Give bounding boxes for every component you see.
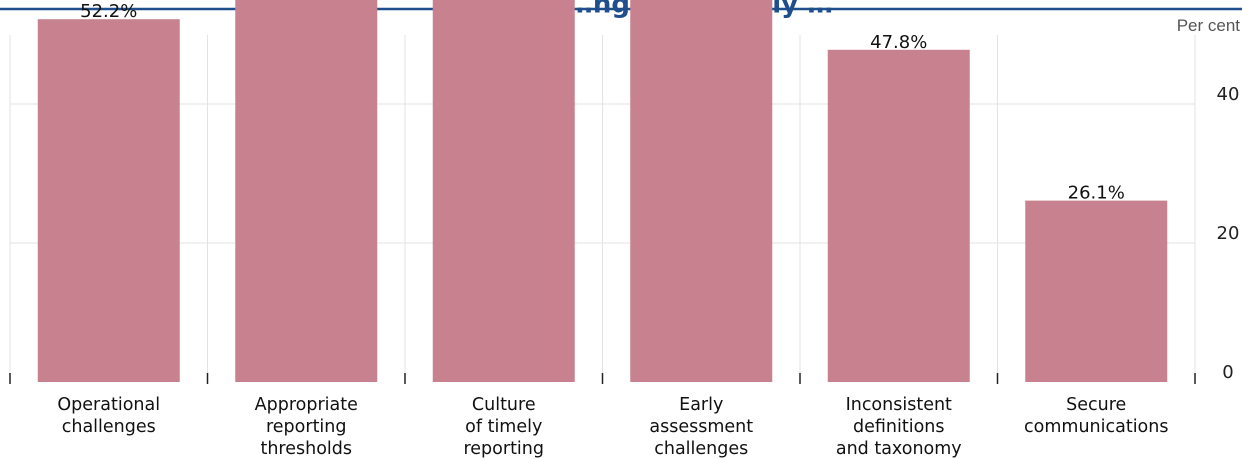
bar <box>630 0 773 382</box>
x-category-label: Culture of timely reporting <box>463 395 544 459</box>
bar-data-label: 52.2% <box>80 1 137 22</box>
x-category-label: Early assessment challenges <box>649 395 753 459</box>
grid <box>9 35 1196 382</box>
x-axis: Operational challenges Appropriate reportin… <box>9 373 1196 459</box>
x-category-label: Inconsistent definitions and taxonomy <box>836 395 962 459</box>
bar <box>827 49 970 382</box>
bar <box>1025 200 1168 382</box>
x-category-label: Secure communications <box>1024 395 1168 437</box>
data-labels: 52.2%56.5%87.0%73.9%47.8%26.1% <box>80 1 1125 204</box>
y-axis-ticks: 020406080 <box>1217 84 1240 383</box>
y-tick-label: 20 <box>1217 223 1240 244</box>
bar <box>432 0 575 383</box>
x-category-label: Operational challenges <box>57 395 160 437</box>
bar-data-label: 26.1% <box>1068 183 1125 204</box>
y-tick-label: 0 <box>1222 362 1233 383</box>
bar <box>235 0 378 382</box>
y-axis-unit-label: Per cent <box>1177 16 1241 35</box>
bar <box>37 19 180 383</box>
x-category-label: Appropriate reporting thresholds <box>255 395 358 459</box>
bars <box>37 0 1168 383</box>
bar-data-label: 47.8% <box>870 32 927 53</box>
y-tick-label: 40 <box>1217 84 1240 105</box>
